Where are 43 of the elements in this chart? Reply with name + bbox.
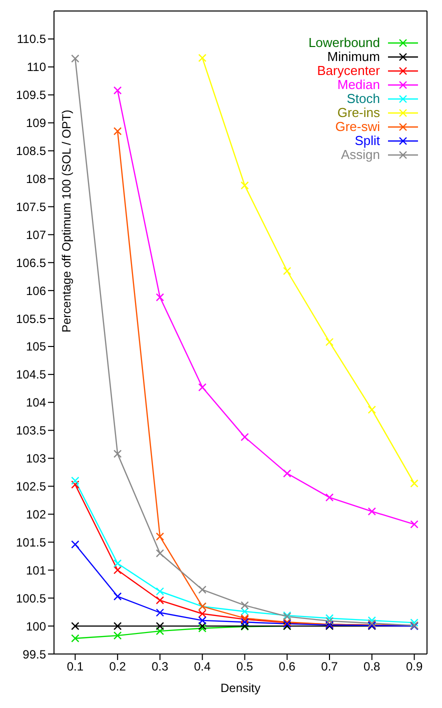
y-tick-label: 101 bbox=[26, 563, 46, 578]
y-tick-label: 107 bbox=[26, 228, 46, 242]
y-tick-label: 106.5 bbox=[16, 256, 46, 270]
legend-label: Stoch bbox=[346, 91, 380, 106]
y-tick-label: 103.5 bbox=[16, 424, 46, 438]
legend-label: Assign bbox=[340, 147, 380, 162]
y-tick-label: 101.5 bbox=[16, 535, 46, 550]
legend-label: Lowerbound bbox=[308, 35, 380, 50]
x-tick-label: 0.6 bbox=[278, 660, 296, 674]
x-tick-label: 0.7 bbox=[321, 660, 338, 674]
y-tick-label: 100.5 bbox=[16, 591, 46, 606]
y-tick-label: 105 bbox=[26, 340, 46, 354]
y-tick-label: 107.5 bbox=[16, 200, 46, 214]
y-tick-label: 109 bbox=[26, 116, 46, 130]
y-tick-label: 109.5 bbox=[16, 88, 46, 102]
x-tick-label: 0.8 bbox=[364, 660, 381, 674]
y-tick-label: 108.5 bbox=[16, 144, 46, 158]
x-tick-label: 0.1 bbox=[66, 660, 84, 674]
y-tick-label: 108 bbox=[26, 172, 46, 186]
y-tick-label: 103 bbox=[26, 452, 46, 466]
y-tick-label: 99.5 bbox=[22, 647, 46, 662]
x-tick-label: 0.4 bbox=[194, 660, 212, 674]
y-tick-label: 102 bbox=[26, 507, 46, 522]
x-tick-label: 0.2 bbox=[109, 660, 126, 674]
x-tick-label: 0.5 bbox=[236, 660, 254, 674]
y-tick-label: 106 bbox=[26, 284, 46, 298]
y-axis-title: Percentage off Optimum 100 (SOL / OPT) bbox=[59, 110, 74, 332]
x-tick-label: 0.3 bbox=[152, 660, 169, 674]
legend-label: Barycenter bbox=[317, 63, 380, 78]
y-tick-label: 102.5 bbox=[16, 480, 46, 494]
legend-label: Gre-swi bbox=[335, 119, 380, 134]
legend-label: Median bbox=[337, 77, 380, 92]
legend-label: Split bbox=[354, 133, 380, 148]
y-tick-label: 110.5 bbox=[16, 32, 46, 46]
y-tick-label: 105.5 bbox=[16, 312, 46, 326]
legend-label: Gre-ins bbox=[337, 105, 380, 120]
y-tick-label: 100 bbox=[26, 619, 46, 634]
legend-label: Minimum bbox=[327, 49, 380, 64]
y-tick-label: 104.5 bbox=[16, 368, 46, 382]
y-tick-label: 104 bbox=[26, 396, 46, 410]
x-tick-label: 0.9 bbox=[406, 660, 423, 674]
y-tick-label: 110 bbox=[26, 60, 46, 74]
x-axis-title: Density bbox=[220, 681, 261, 695]
